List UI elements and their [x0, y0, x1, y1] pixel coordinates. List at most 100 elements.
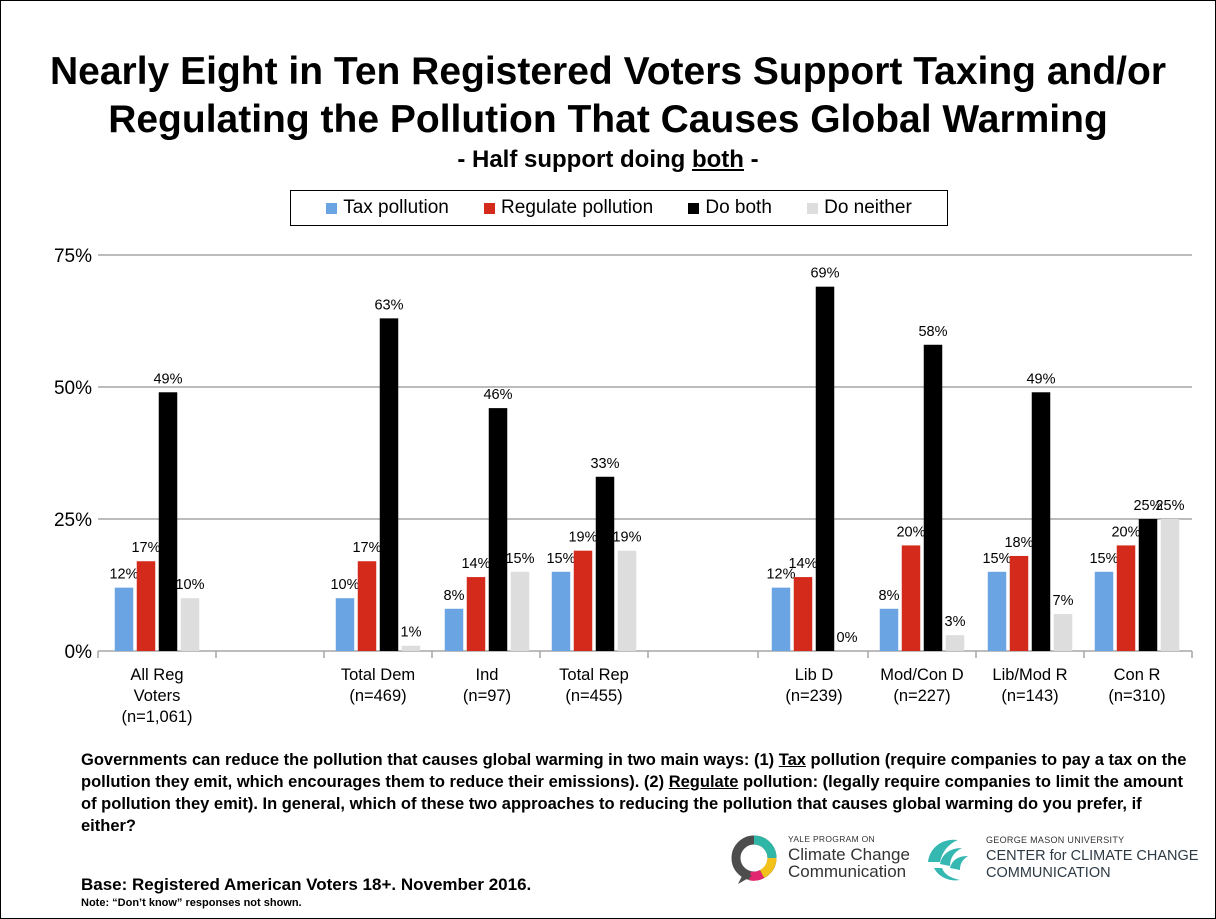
bar-neither: [1053, 614, 1073, 651]
legend-label-both: Do both: [705, 197, 772, 218]
yale-logo-icon: [731, 835, 777, 884]
x-category-label: (n=455): [565, 687, 622, 705]
subtitle-prefix: - Half support doing: [457, 146, 692, 173]
chart-title-line-2: Regulating the Pollution That Causes Glo…: [108, 98, 1108, 141]
data-label: 1%: [401, 625, 422, 641]
x-category-label: Lib D: [795, 666, 834, 684]
data-label: 58%: [918, 324, 947, 340]
question-tax-word: Tax: [778, 751, 806, 769]
bar-regulate: [1116, 545, 1136, 651]
legend-swatch-neither: [807, 202, 819, 214]
gmu-logo-small: GEORGE MASON UNIVERSITY: [986, 835, 1125, 845]
data-label: 69%: [810, 266, 839, 282]
bar-regulate: [357, 561, 377, 651]
data-label: 17%: [352, 540, 381, 556]
x-category-label: (n=310): [1108, 687, 1165, 705]
x-category-label: (n=227): [893, 687, 950, 705]
legend-label-neither: Do neither: [824, 197, 912, 218]
data-label: 15%: [982, 551, 1011, 567]
data-label: 17%: [131, 540, 160, 556]
bar-both: [1031, 392, 1051, 651]
x-category-label: Total Dem: [341, 666, 415, 684]
data-label: 19%: [568, 530, 597, 546]
data-label: 15%: [1089, 551, 1118, 567]
data-label: 14%: [788, 556, 817, 572]
bar-neither: [945, 635, 965, 651]
legend-label-regulate: Regulate pollution: [501, 197, 654, 218]
bar-regulate: [466, 577, 486, 651]
data-label: 15%: [505, 551, 534, 567]
bar-regulate: [901, 545, 921, 651]
data-label: 7%: [1053, 593, 1074, 609]
data-label: 12%: [766, 567, 795, 583]
x-category-label: Mod/Con D: [880, 666, 964, 684]
data-label: 20%: [1111, 524, 1140, 540]
data-label: 8%: [444, 588, 465, 604]
subtitle-suffix: -: [743, 146, 759, 173]
data-label: 15%: [546, 551, 575, 567]
data-label: 10%: [330, 577, 359, 593]
dont-know-note: Note: “Don’t know” responses not shown.: [81, 897, 302, 909]
x-category-label: Con R: [1114, 666, 1161, 684]
y-tick-label: 50%: [54, 378, 92, 399]
x-category-label: (n=97): [463, 687, 511, 705]
x-category-label: (n=143): [1001, 687, 1058, 705]
data-label: 18%: [1004, 535, 1033, 551]
y-tick-label: 0%: [65, 642, 93, 663]
x-category-label: Voters: [134, 687, 181, 705]
data-label: 8%: [879, 588, 900, 604]
legend-item-both: Do both: [688, 197, 772, 219]
question-regulate-word: Regulate: [668, 773, 739, 791]
legend-swatch-regulate: [484, 202, 496, 214]
data-label: 12%: [109, 567, 138, 583]
data-label: 3%: [945, 614, 966, 630]
bar-both: [1138, 519, 1158, 651]
bar-both: [488, 408, 508, 651]
data-label: 0%: [837, 630, 858, 646]
bar-both: [815, 286, 835, 651]
base-note: Base: Registered American Voters 18+. No…: [81, 875, 532, 894]
legend-label-tax: Tax pollution: [343, 197, 449, 218]
question-part-2: pollution (require companies to pay a ta…: [81, 751, 1187, 791]
y-tick-label: 75%: [54, 246, 92, 267]
x-category-label: Lib/Mod R: [992, 666, 1067, 684]
chart-subtitle: - Half support doing both -: [0, 146, 1216, 174]
bar-tax: [987, 571, 1007, 651]
legend-item-tax: Tax pollution: [326, 197, 449, 219]
gmu-logo-line-2: COMMUNICATION: [986, 865, 1111, 881]
data-label: 63%: [374, 297, 403, 313]
legend-item-neither: Do neither: [807, 197, 912, 219]
bar-tax: [114, 587, 134, 651]
data-label: 25%: [1133, 498, 1162, 514]
y-tick-label: 25%: [54, 510, 92, 531]
gmu-logo-line-1: CENTER for CLIMATE CHANGE: [986, 848, 1199, 864]
x-category-label: All Reg: [130, 666, 183, 684]
bar-regulate: [573, 550, 593, 651]
legend-swatch-both: [688, 202, 700, 214]
gmu-logo: GEORGE MASON UNIVERSITY CENTER for CLIMA…: [920, 832, 1210, 888]
gmu-logo-icon: [928, 839, 968, 881]
data-label: 25%: [1155, 498, 1184, 514]
x-category-label: Total Rep: [559, 666, 629, 684]
bar-both: [595, 476, 615, 651]
bar-both: [379, 318, 399, 651]
yale-logo: YALE PROGRAM ON Climate Change Communica…: [724, 832, 914, 888]
legend-item-regulate: Regulate pollution: [484, 197, 653, 219]
bar-chart: 0% 25% 50% 75% 12% 10% 8% 15% 12% 8% 15% 15% 17% 17% 1…: [54, 246, 1193, 726]
bar-both: [158, 392, 178, 651]
bar-neither: [1160, 519, 1180, 651]
data-label: 19%: [612, 530, 641, 546]
data-label: 46%: [483, 387, 512, 403]
question-part-3: pollution: (legally require companies to…: [81, 773, 1183, 835]
data-label: 10%: [175, 577, 204, 593]
bar-neither: [180, 598, 200, 651]
chart-legend: Tax pollution Regulate pollution Do both…: [290, 190, 948, 226]
data-label: 14%: [461, 556, 490, 572]
yale-logo-small: YALE PROGRAM ON: [788, 834, 875, 844]
chart-title-line-1: Nearly Eight in Ten Registered Voters Su…: [50, 50, 1166, 93]
x-category-label: Ind: [476, 666, 499, 684]
bar-neither: [617, 550, 637, 651]
x-category-label: (n=239): [785, 687, 842, 705]
bar-tax: [879, 608, 899, 651]
